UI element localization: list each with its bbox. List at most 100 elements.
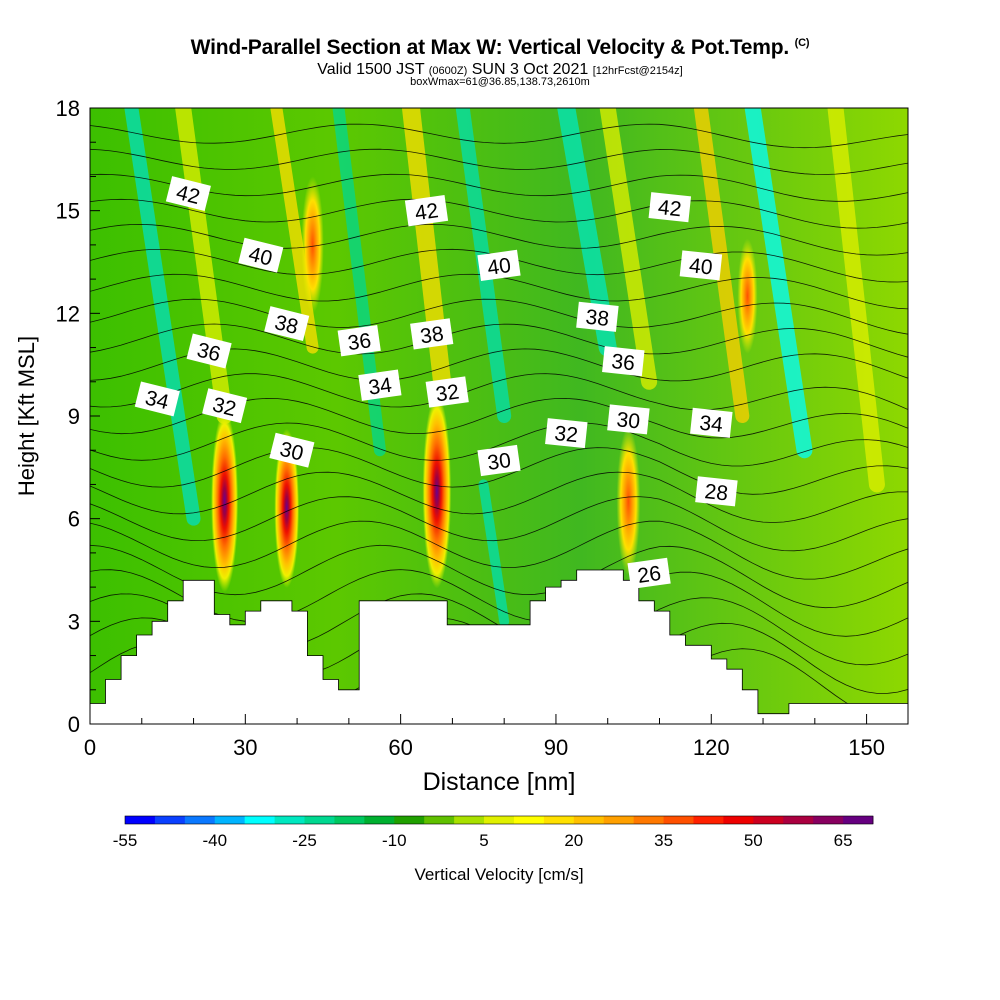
- colorbar-frame: [124, 815, 874, 825]
- theta-label: 36: [337, 325, 381, 357]
- colorbar-swatch: [454, 816, 485, 824]
- theta-label-text: 34: [367, 374, 394, 400]
- colorbar-swatch: [184, 816, 216, 824]
- colorbar-swatch: [633, 816, 664, 824]
- theta-label-text: 26: [636, 562, 662, 588]
- colorbar-swatch: [424, 816, 455, 824]
- y-tick-label: 3: [68, 609, 80, 634]
- theta-contour-line: [90, 544, 908, 609]
- colorbar-swatch: [813, 816, 844, 824]
- x-tick-label: 30: [233, 735, 257, 760]
- theta-label-text: 36: [195, 338, 223, 366]
- colorbar-tick-label: 35: [654, 831, 673, 850]
- valid-time: Valid 1500 JST (0600Z) SUN 3 Oct 2021 [1…: [317, 61, 683, 78]
- x-tick-label: 150: [848, 735, 885, 760]
- colorbar-swatch: [125, 816, 156, 824]
- theta-label: 40: [238, 237, 284, 273]
- theta-label: 40: [477, 249, 521, 282]
- theta-label-text: 38: [272, 311, 300, 339]
- box-info: boxWmax=61@36.85,138.73,2610m: [410, 76, 590, 88]
- theta-label-text: 34: [143, 386, 172, 414]
- y-tick-label: 18: [56, 96, 80, 121]
- updraft-core: [737, 238, 758, 354]
- theta-label-text: 40: [246, 243, 274, 271]
- x-tick-label: 0: [84, 735, 96, 760]
- theta-label: 28: [695, 476, 738, 507]
- x-axis-label: Distance [nm]: [423, 768, 576, 796]
- velocity-band: [827, 108, 885, 493]
- velocity-band: [599, 108, 658, 390]
- theta-label-text: 32: [434, 380, 460, 406]
- colorbar-tick-label: 20: [564, 831, 583, 850]
- theta-label: 42: [404, 195, 449, 227]
- velocity-band: [478, 479, 510, 627]
- colorbar-swatch: [364, 816, 395, 824]
- theta-label: 34: [690, 407, 733, 438]
- x-axis: 0 30 60 90 120 150: [84, 714, 885, 760]
- theta-label-text: 36: [610, 350, 636, 375]
- colorbar-swatch: [843, 816, 874, 824]
- colorbar-swatch: [783, 816, 814, 824]
- theta-label-text: 40: [486, 254, 512, 280]
- colorbar-tick-label: 5: [479, 831, 488, 850]
- y-tick-label: 0: [68, 712, 80, 737]
- colorbar-swatch: [154, 816, 186, 824]
- colorbar-swatch: [274, 816, 305, 824]
- colorbar-tick-label: -25: [292, 831, 317, 850]
- colorbar-swatch: [394, 816, 425, 824]
- velocity-band: [270, 108, 319, 354]
- colorbar-label: Vertical Velocity [cm/s]: [414, 865, 583, 884]
- y-axis: 0 3 6 9 12 15 18: [56, 96, 100, 737]
- colorbar-swatch: [214, 816, 246, 824]
- theta-label-text: 30: [486, 449, 512, 475]
- theta-contour-line: [90, 298, 908, 335]
- theta-label: 30: [269, 432, 315, 468]
- theta-label: 30: [607, 404, 650, 435]
- theta-label-text: 42: [657, 196, 683, 221]
- colorbar-tick-label: 50: [744, 831, 763, 850]
- theta-label: 36: [602, 346, 645, 377]
- theta-label-text: 34: [698, 412, 724, 437]
- updraft-core: [422, 394, 452, 589]
- colorbar-tick-label: -55: [113, 831, 138, 850]
- theta-label: 34: [134, 381, 180, 417]
- colorbar-swatch: [693, 816, 724, 824]
- terrain-mask: [90, 569, 908, 724]
- theta-contour-line: [90, 323, 908, 358]
- theta-label: 38: [410, 318, 454, 350]
- colorbar-swatch: [513, 816, 545, 824]
- theta-label: 26: [627, 557, 671, 590]
- colorbar-swatch: [603, 816, 635, 824]
- updraft-core: [616, 427, 641, 576]
- theta-label-text: 42: [174, 181, 202, 209]
- theta-label-text: 38: [419, 322, 445, 348]
- colorbar-swatch: [543, 816, 575, 824]
- theta-label: 36: [186, 333, 232, 369]
- x-tick-label: 60: [388, 735, 412, 760]
- colorbar-tick-label: 65: [834, 831, 853, 850]
- updraft-core: [274, 428, 300, 588]
- theta-label-text: 40: [688, 254, 714, 279]
- theta-label: 34: [358, 369, 402, 401]
- colorbar-swatch: [334, 816, 365, 824]
- colorbar-swatch: [723, 816, 754, 824]
- y-axis-label: Height [Kft MSL]: [14, 336, 39, 496]
- theta-label: 32: [545, 418, 588, 449]
- theta-contour-line: [90, 123, 908, 149]
- velocity-band: [693, 108, 750, 423]
- theta-contour-line: [90, 198, 908, 229]
- theta-contour-line: [90, 148, 908, 175]
- colorbar-tick-label: -10: [382, 831, 407, 850]
- y-tick-label: 12: [56, 301, 80, 326]
- updraft-cores: [211, 176, 758, 593]
- theta-contour-line: [90, 373, 908, 411]
- theta-label: 42: [165, 176, 211, 212]
- updraft-core: [301, 176, 324, 314]
- theta-label-text: 36: [346, 329, 372, 355]
- y-tick-label: 9: [68, 404, 80, 429]
- theta-label-text: 30: [615, 408, 641, 433]
- colorbar-swatch: [753, 816, 784, 824]
- y-tick-label: 15: [56, 199, 80, 224]
